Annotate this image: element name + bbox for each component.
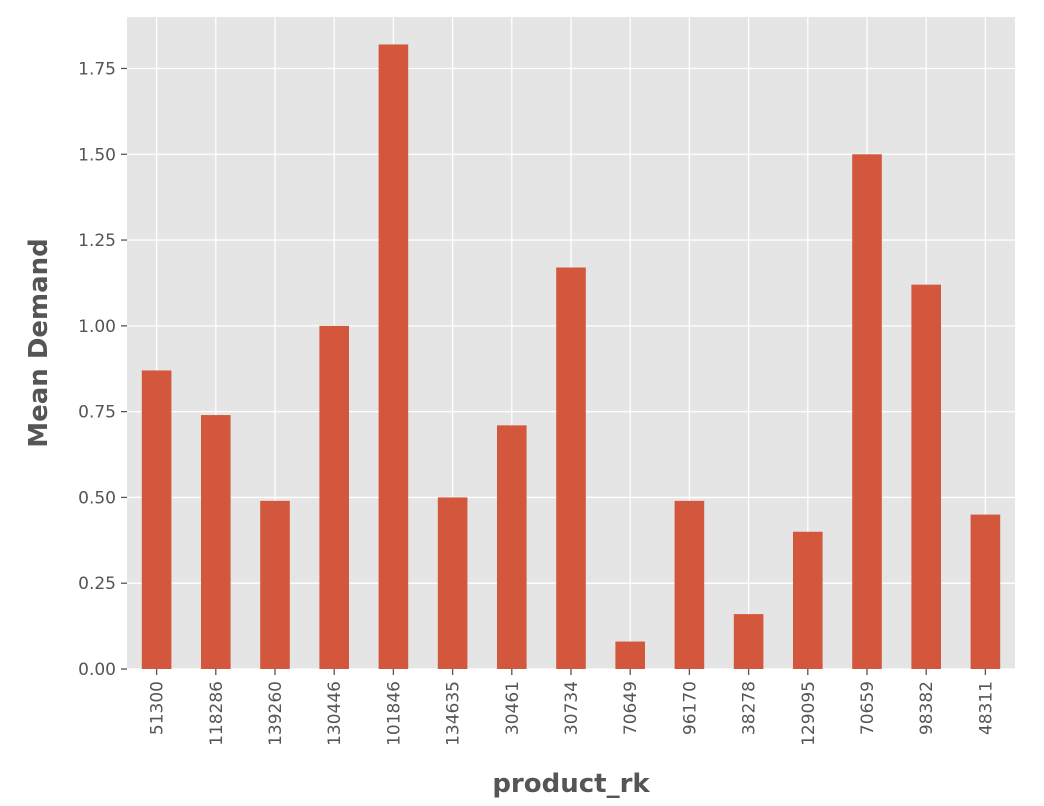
y-axis-ticks: 0.00 0.25 0.50 0.75 1.00 1.25 1.50 1.75 (78, 59, 127, 680)
bar-51300 (141, 370, 172, 669)
x-tick-label: 118286 (207, 681, 227, 746)
x-axis-ticks: 51300 118286 139260 130446 101846 134635 30461… (148, 669, 996, 746)
bar-139260 (260, 500, 290, 669)
y-tick-label: 0.25 (78, 574, 116, 594)
x-axis-label: product_rk (492, 769, 650, 799)
x-tick-label: 96170 (680, 681, 700, 735)
y-tick-label: 1.75 (78, 59, 116, 79)
x-tick-label: 30461 (503, 681, 523, 735)
x-tick-label: 38278 (740, 681, 760, 735)
bar-70659 (852, 154, 882, 669)
y-tick-label: 1.50 (78, 145, 116, 165)
y-tick-label: 1.25 (78, 231, 116, 251)
x-tick-label: 30734 (562, 681, 582, 735)
y-axis-label: Mean Demand (24, 238, 54, 448)
x-tick-label: 98382 (917, 681, 937, 735)
x-tick-label: 139260 (266, 681, 286, 746)
bar-48311 (970, 514, 1001, 669)
x-tick-label: 70659 (858, 681, 878, 735)
bar-134635 (437, 497, 468, 669)
bar-30734 (556, 267, 586, 669)
bar-129095 (793, 531, 823, 669)
y-tick-label: 1.00 (78, 317, 116, 337)
x-tick-label: 129095 (799, 681, 819, 746)
bar-118286 (201, 415, 231, 669)
bar-96170 (674, 500, 705, 669)
bar-130446 (319, 325, 349, 669)
x-tick-label: 70649 (621, 681, 641, 735)
bars (141, 44, 1001, 669)
y-tick-label: 0.75 (78, 403, 116, 423)
x-tick-label: 134635 (444, 681, 464, 746)
bar-98382 (911, 284, 941, 669)
y-tick-label: 0.00 (78, 660, 116, 680)
x-tick-label: 101846 (384, 681, 404, 746)
bar-30461 (497, 425, 527, 669)
x-tick-label: 48311 (976, 681, 996, 735)
bar-70649 (615, 641, 645, 669)
bar-38278 (733, 614, 764, 669)
y-tick-label: 0.50 (78, 488, 116, 508)
x-tick-label: 130446 (325, 681, 345, 746)
bar-101846 (378, 44, 409, 669)
x-tick-label: 51300 (148, 681, 168, 735)
